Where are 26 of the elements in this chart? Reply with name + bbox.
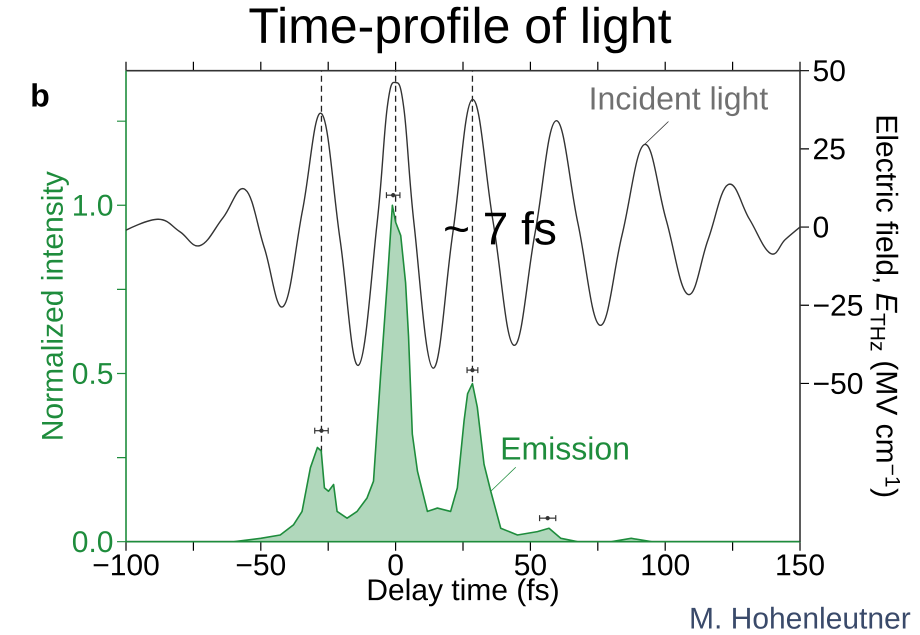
y-tick-label: 0.5: [72, 362, 112, 384]
x-tick-label: −50: [236, 554, 286, 576]
y2-axis-title: Electric field, E$_{THz}$ (MV cm$^{−1}$): [870, 116, 900, 496]
point: [390, 192, 396, 198]
series-label: Emission: [502, 436, 628, 460]
y-tick-label: 1.0: [74, 194, 112, 216]
series-label: Incident light: [592, 86, 768, 116]
y2-tick-label: 0: [814, 216, 828, 238]
x-tick-label: 100: [642, 554, 690, 576]
y-tick-label: 0.0: [72, 531, 112, 552]
chart-title: Time-profile of light: [249, 6, 672, 54]
x-tick-label: 50: [514, 554, 546, 576]
point: [545, 516, 550, 520]
y-axis-title: Normalized intensity: [40, 171, 69, 439]
y2-tick-label: −50: [814, 372, 862, 394]
x-tick-label: 0: [388, 554, 403, 576]
x-axis-title: Delay time (fs): [368, 578, 558, 606]
x-tick-label: 150: [777, 554, 824, 576]
point: [319, 428, 324, 433]
point: [470, 368, 475, 372]
y2-tick-label: −25: [814, 294, 862, 316]
text: M. Hohenleutner: [691, 606, 910, 629]
x-tick-label: −100: [94, 554, 159, 576]
y2-tick-label: 25: [814, 138, 845, 160]
text: b: [32, 83, 48, 107]
y2-tick-label: 50: [814, 60, 845, 82]
